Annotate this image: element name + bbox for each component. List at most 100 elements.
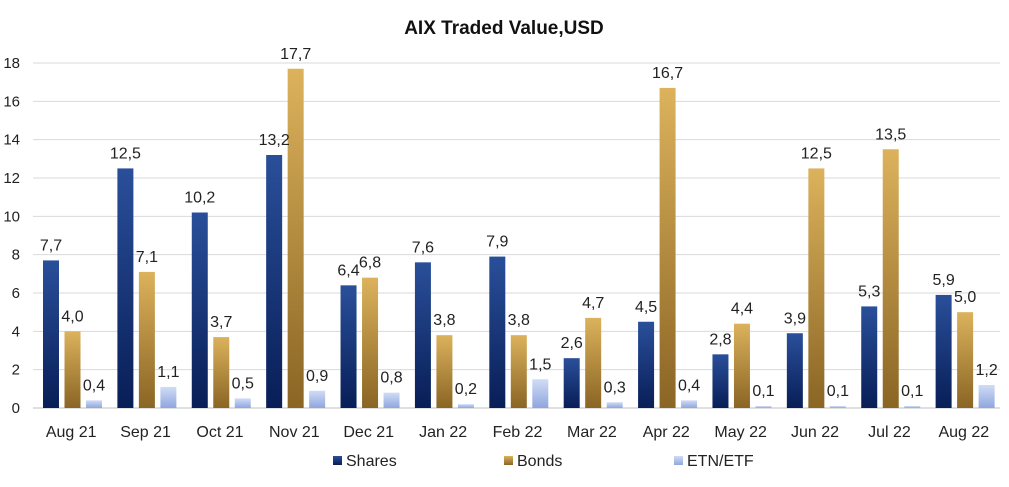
x-category-label: Dec 21 [343,424,394,441]
bar-bonds [287,68,304,408]
x-category-label: May 22 [714,424,767,441]
data-label-bonds: 4,4 [731,301,753,318]
data-label-etf: 0,1 [901,383,923,400]
x-category-label: Mar 22 [567,424,617,441]
y-axis-ticks: 0 2 4 6 8 10 12 14 16 18 [3,55,20,417]
legend-label-bonds: Bonds [517,453,562,470]
data-label-bonds: 6,8 [359,255,381,272]
data-label-etf: 0,3 [604,379,626,396]
bar-bonds [882,149,899,408]
data-label-shares: 3,9 [784,310,806,327]
bar-etf [532,379,549,408]
x-category-label: Jul 22 [868,424,911,441]
y-tick-label: 4 [12,323,20,340]
x-category-label: Oct 21 [196,424,243,441]
data-label-bonds: 17,7 [280,46,311,63]
y-tick-label: 0 [12,400,20,417]
bar-bonds [733,323,750,408]
y-tick-label: 12 [3,170,20,187]
data-label-shares: 7,7 [40,237,62,254]
legend-swatch-etf [674,456,683,465]
bar-etf [234,398,251,408]
bar-shares [786,333,803,408]
bar-etf [86,400,102,408]
x-category-label: Aug 21 [46,424,97,441]
x-category-label: Apr 22 [643,424,690,441]
bar-etf [160,386,177,408]
x-category-label: Feb 22 [493,424,543,441]
bar-shares [563,358,580,408]
bar-shares [340,285,357,408]
data-label-bonds: 7,1 [136,249,158,266]
bar-bonds [808,168,825,408]
data-label-bonds: 5,0 [954,289,976,306]
bar-bonds [436,335,453,408]
bar-bonds [585,317,602,408]
data-label-etf: 0,4 [83,377,105,394]
x-axis-categories: Aug 21 Sep 21 Oct 21 Nov 21 Dec 21 Jan 22 Feb … [46,424,989,441]
data-label-shares: 5,9 [932,272,954,289]
bar-bonds [213,337,230,408]
data-label-bonds: 3,8 [433,312,455,329]
bar-bonds [510,335,527,408]
data-label-etf: 0,8 [380,370,402,387]
bar-bonds [957,312,974,408]
data-label-bonds: 3,8 [508,312,530,329]
bar-etf [978,385,995,408]
data-label-etf: 0,5 [232,375,254,392]
legend-swatch-shares [333,456,342,465]
data-label-shares: 5,3 [858,283,880,300]
bar-shares [712,354,729,408]
data-label-shares: 4,5 [635,299,657,316]
x-category-label: Sep 21 [120,424,171,441]
y-tick-label: 16 [3,93,20,110]
bar-etf [457,404,474,408]
bar-etf [383,392,400,408]
bar-shares [861,306,878,408]
legend-label-shares: Shares [346,453,397,470]
data-label-bonds: 3,7 [210,314,232,331]
bars [43,68,995,409]
data-label-bonds: 13,5 [875,126,906,143]
data-label-etf: 0,4 [678,377,700,394]
bar-shares [489,256,506,408]
y-tick-label: 8 [12,247,20,264]
legend-label-etf: ETN/ETF [687,453,754,470]
data-label-etf: 1,1 [157,364,179,381]
bar-shares [191,212,208,408]
x-category-label: Jan 22 [419,424,467,441]
data-label-bonds: 12,5 [801,145,832,162]
y-tick-label: 14 [3,132,20,149]
data-label-etf: 1,5 [529,356,551,373]
data-label-shares: 12,5 [110,145,141,162]
legend-swatch-bonds [504,456,513,465]
bar-shares [638,321,655,408]
bar-shares [935,294,952,408]
bar-etf [755,406,772,408]
data-label-bonds: 4,0 [61,308,83,325]
x-category-label: Jun 22 [791,424,839,441]
bar-shares [117,168,134,408]
y-tick-label: 10 [3,208,20,225]
bar-shares [43,260,59,408]
data-labels: 7,7 4,0 0,4 12,5 7,1 1,1 10,2 3,7 0,5 13,2 17,7 0,9… [40,46,998,400]
y-tick-label: 6 [12,285,20,302]
data-label-shares: 7,9 [486,234,508,251]
data-label-etf: 0,9 [306,368,328,385]
y-tick-label: 18 [3,55,20,72]
bar-bonds [659,87,676,409]
bar-etf [904,406,921,408]
bar-etf [606,402,623,408]
data-label-shares: 2,8 [709,331,731,348]
bar-etf [829,406,846,408]
data-label-shares: 7,6 [412,239,434,256]
data-label-shares: 2,6 [561,335,583,352]
data-label-etf: 0,1 [827,383,849,400]
data-label-bonds: 16,7 [652,65,683,82]
bar-shares [266,155,283,408]
bar-bonds [362,277,379,408]
chart-title: AIX Traded Value,USD [404,18,604,39]
data-label-etf: 0,1 [752,383,774,400]
bar-bonds [138,271,155,408]
